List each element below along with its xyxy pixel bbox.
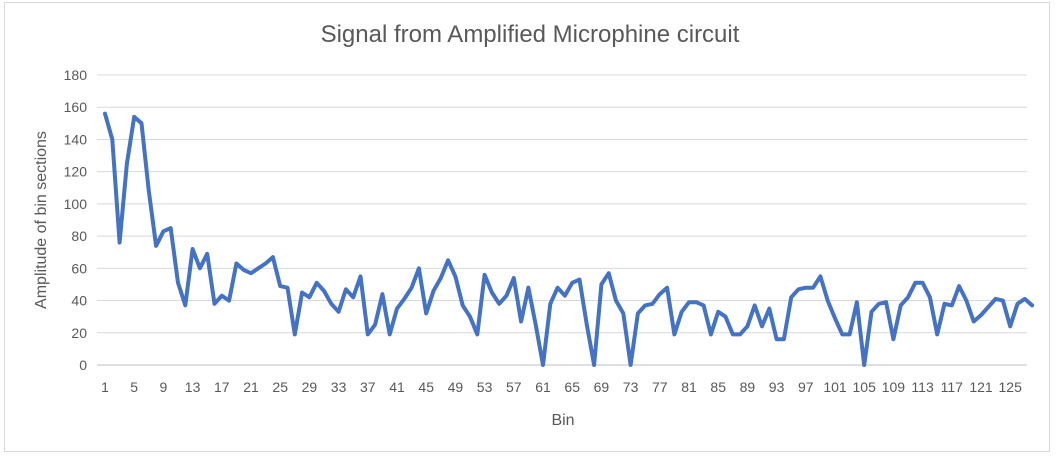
x-tick-label: 45 (418, 379, 434, 395)
x-tick-label: 85 (710, 379, 726, 395)
x-tick-label: 97 (798, 379, 814, 395)
x-tick-label: 25 (272, 379, 288, 395)
x-tick-label: 105 (853, 379, 877, 395)
x-tick-label: 53 (477, 379, 493, 395)
x-tick-label: 33 (331, 379, 347, 395)
x-tick-label: 89 (740, 379, 756, 395)
chart-title: Signal from Amplified Microphine circuit (321, 21, 740, 48)
y-tick-label: 180 (64, 67, 88, 83)
x-tick-label: 121 (969, 379, 993, 395)
x-tick-label: 109 (882, 379, 906, 395)
x-tick-label: 13 (185, 379, 201, 395)
x-tick-label: 41 (389, 379, 405, 395)
x-tick-label: 37 (360, 379, 376, 395)
x-tick-label: 49 (448, 379, 464, 395)
x-tick-label: 17 (214, 379, 230, 395)
x-tick-label: 61 (535, 379, 551, 395)
x-tick-label: 1 (101, 379, 109, 395)
y-tick-label: 100 (64, 196, 88, 212)
series-group (103, 111, 1035, 367)
x-tick-label: 113 (911, 379, 934, 395)
chart-frame (4, 2, 1050, 452)
x-tick-label: 5 (130, 379, 138, 395)
gridlines (97, 74, 1027, 334)
y-tick-label: 140 (64, 131, 88, 147)
y-tick-label: 40 (71, 293, 87, 309)
x-tick-label: 93 (769, 379, 785, 395)
y-tick-label: 80 (71, 228, 87, 244)
x-tick-label: 69 (594, 379, 610, 395)
y-tick-label: 0 (79, 357, 87, 373)
x-axis-label: Bin (551, 412, 574, 429)
y-tick-label: 160 (64, 99, 88, 115)
y-tick-label: 20 (71, 325, 87, 341)
x-tick-label: 73 (623, 379, 639, 395)
x-axis-tick-labels: 1 5 9 13 17 21 25 29 33 37 41 45 49 53 57 61 65 69 73 77 81 8… (101, 379, 1022, 395)
x-tick-label: 101 (823, 379, 847, 395)
x-tick-label: 117 (941, 379, 964, 395)
x-tick-label: 9 (160, 379, 168, 395)
x-tick-label: 81 (681, 379, 697, 395)
x-tick-label: 57 (506, 379, 522, 395)
x-tick-label: 125 (999, 379, 1023, 395)
x-tick-label: 21 (243, 379, 259, 395)
y-axis-tick-labels: 0 20 40 60 80 100 120 140 160 180 (64, 67, 88, 373)
series-line (103, 111, 1035, 367)
x-tick-label: 29 (302, 379, 318, 395)
y-axis-label: Amplitude of bin sections (33, 131, 50, 309)
x-tick-label: 77 (652, 379, 668, 395)
y-tick-label: 60 (71, 260, 87, 276)
y-tick-label: 120 (64, 164, 88, 180)
x-tick-label: 65 (564, 379, 580, 395)
